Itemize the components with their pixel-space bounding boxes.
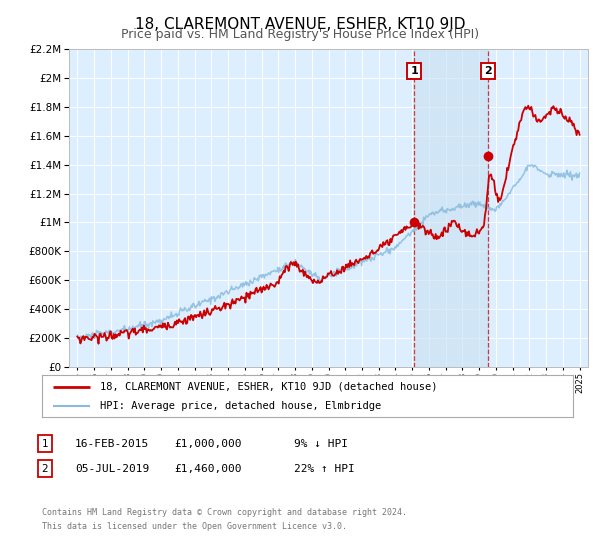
Text: 2: 2 [41, 464, 49, 474]
Text: 9% ↓ HPI: 9% ↓ HPI [294, 438, 348, 449]
Bar [414, 49, 488, 367]
Text: HPI: Average price, detached house, Elmbridge: HPI: Average price, detached house, Elmb… [100, 401, 382, 411]
Text: 2: 2 [484, 66, 491, 76]
Text: £1,460,000: £1,460,000 [174, 464, 241, 474]
Text: Contains HM Land Registry data © Crown copyright and database right 2024.: Contains HM Land Registry data © Crown c… [42, 508, 407, 517]
Text: Price paid vs. HM Land Registry's House Price Index (HPI): Price paid vs. HM Land Registry's House … [121, 28, 479, 41]
Text: 1: 1 [410, 66, 418, 76]
Text: 1: 1 [41, 438, 49, 449]
Text: £1,000,000: £1,000,000 [174, 438, 241, 449]
Text: This data is licensed under the Open Government Licence v3.0.: This data is licensed under the Open Gov… [42, 522, 347, 531]
Text: 22% ↑ HPI: 22% ↑ HPI [294, 464, 355, 474]
Text: 05-JUL-2019: 05-JUL-2019 [75, 464, 149, 474]
Text: 16-FEB-2015: 16-FEB-2015 [75, 438, 149, 449]
Text: 18, CLAREMONT AVENUE, ESHER, KT10 9JD (detached house): 18, CLAREMONT AVENUE, ESHER, KT10 9JD (d… [100, 381, 438, 391]
Text: 18, CLAREMONT AVENUE, ESHER, KT10 9JD: 18, CLAREMONT AVENUE, ESHER, KT10 9JD [135, 17, 465, 32]
